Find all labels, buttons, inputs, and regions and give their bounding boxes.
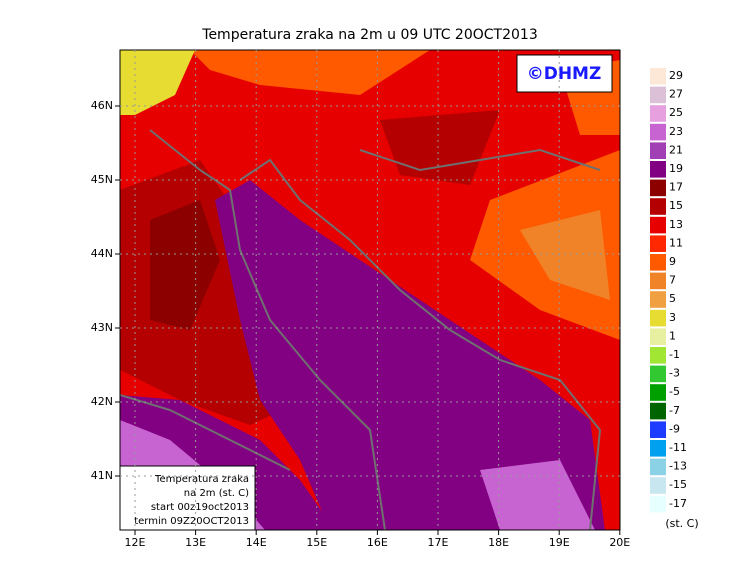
- colorbar-swatch: [650, 458, 666, 476]
- info-line: start 00z19oct2013: [151, 502, 249, 513]
- colorbar-label: 3: [669, 311, 676, 324]
- colorbar-label: 19: [669, 162, 683, 175]
- lon-label: 20E: [609, 536, 630, 549]
- plot-frame: [119, 49, 621, 531]
- lon-label: 13E: [185, 536, 206, 549]
- logo: ©DHMZ: [527, 64, 602, 84]
- colorbar-swatch: [650, 477, 666, 494]
- colorbar-swatch: [650, 216, 666, 234]
- colorbar-swatch: [650, 68, 666, 85]
- colorbar-swatch: [650, 440, 666, 457]
- colorbar-label: -11: [669, 441, 687, 454]
- colorbar-swatch: [650, 198, 666, 215]
- lon-label: 15E: [306, 536, 327, 549]
- lat-label: 45N: [91, 173, 113, 186]
- colorbar-label: -9: [669, 422, 680, 435]
- colorbar-unit: (st. C): [665, 517, 698, 530]
- lat-label: 43N: [91, 321, 113, 334]
- lat-label: 46N: [91, 99, 113, 112]
- colorbar-label: 23: [669, 125, 683, 138]
- colorbar-label: 29: [669, 69, 683, 82]
- colorbar-label: -13: [669, 460, 687, 473]
- colorbar-swatch: [650, 347, 666, 364]
- colorbar-swatch: [650, 235, 666, 252]
- map-title: Temperatura zraka na 2m u 09 UTC 20OCT20…: [201, 27, 537, 43]
- colorbar-label: 15: [669, 199, 683, 212]
- lon-label: 14E: [246, 536, 267, 549]
- colorbar-swatch: [650, 421, 666, 438]
- colorbar-swatch: [650, 105, 666, 122]
- colorbar-swatch: [650, 291, 666, 308]
- colorbar-label: -17: [669, 497, 687, 510]
- logo-box: [516, 54, 613, 93]
- lat-label: 44N: [91, 247, 113, 260]
- lon-label: 18E: [488, 536, 509, 549]
- lat-label: 42N: [91, 395, 113, 408]
- colorbar-label: -7: [669, 404, 680, 417]
- lon-label: 16E: [367, 536, 388, 549]
- colorbar-swatch: [650, 309, 666, 327]
- colorbar-label: -5: [669, 385, 680, 398]
- temperature-field: [120, 50, 620, 530]
- colorbar-swatch: [650, 142, 666, 159]
- lon-label: 17E: [428, 536, 449, 549]
- colorbar-label: -15: [669, 478, 687, 491]
- colorbar-label: 21: [669, 143, 683, 156]
- lon-label: 19E: [549, 536, 570, 549]
- colorbar-label: 17: [669, 181, 683, 194]
- colorbar-label: 13: [669, 218, 683, 231]
- colorbar-label: 9: [669, 255, 676, 268]
- colorbar-label: 5: [669, 292, 676, 305]
- info-line: na 2m (st. C): [184, 488, 249, 499]
- lat-label: 41N: [91, 469, 113, 482]
- colorbar-swatch: [650, 328, 666, 345]
- colorbar-label: 25: [669, 106, 683, 119]
- colorbar-label: -1: [669, 348, 680, 361]
- colorbar-swatch: [650, 495, 666, 513]
- colorbar-swatch: [650, 402, 666, 420]
- colorbar-swatch: [650, 86, 666, 104]
- info-line: Temperatura zraka: [154, 474, 249, 485]
- colorbar-label: 1: [669, 329, 676, 342]
- colorbar-label: -3: [669, 367, 680, 380]
- info-line: termin 09Z20OCT2013: [134, 516, 249, 527]
- colorbar-label: 27: [669, 88, 683, 101]
- lon-label: 12E: [125, 536, 146, 549]
- colorbar-swatch: [650, 161, 666, 178]
- info-box: [119, 465, 256, 531]
- colorbar-swatch: [650, 123, 666, 141]
- colorbar-swatch: [650, 254, 666, 271]
- colorbar-label: 11: [669, 236, 683, 249]
- colorbar-swatch: [650, 365, 666, 383]
- colorbar-swatch: [650, 179, 666, 197]
- colorbar-swatch: [650, 272, 666, 290]
- colorbar-swatch: [650, 384, 666, 401]
- colorbar-label: 7: [669, 274, 676, 287]
